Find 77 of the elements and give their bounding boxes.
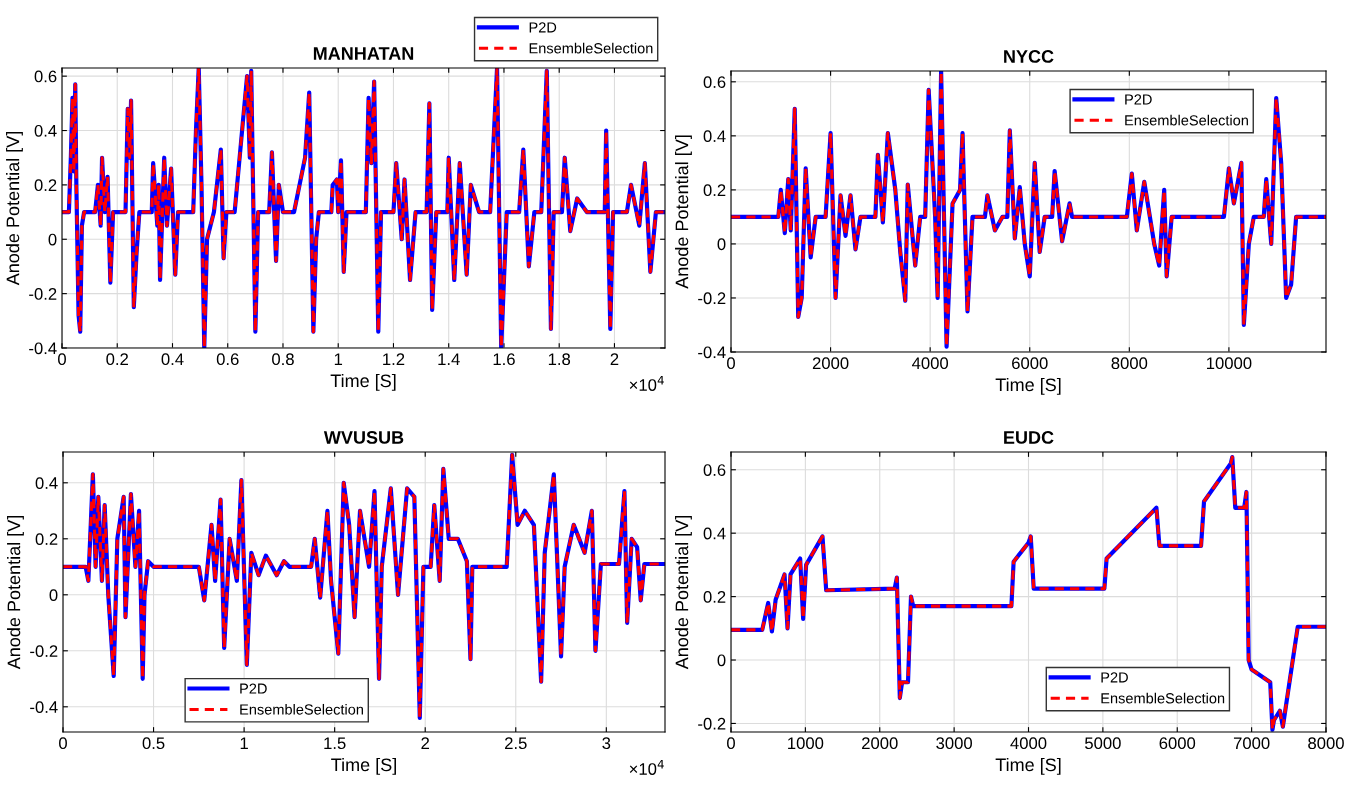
y-axis-title: Anode Potential [V] [6,131,23,286]
x-tick-label: 4000 [1010,737,1047,750]
y-tick-label: -0.2 [30,645,58,657]
y-tick-label: -0.2 [29,288,57,300]
chart-title: NYCC [1004,50,1054,63]
y-tick-label: 0.2 [703,591,726,603]
x-tick-label: 1.5 [324,737,346,750]
x-tick-label: 7000 [1233,737,1270,750]
legend-label: P2D [240,683,267,694]
y-tick-label: 0.4 [703,130,726,143]
y-tick-label: 0 [48,233,57,246]
x-tick-label: 1.2 [383,353,405,365]
legend-label: EnsembleSelection [1101,692,1225,704]
x-tick-label: 3 [602,737,611,750]
x-tick-label: 0 [58,353,66,366]
y-tick-label: -0.2 [698,292,726,305]
x-tick-label: 1000 [788,737,824,750]
y-axis-title: Anode Potential [V] [675,515,692,670]
x-tick-label: 2000 [812,357,849,370]
x-tick-label: 6000 [1012,357,1048,370]
y-tick-label: 0.4 [34,124,57,137]
x-axis-title: Time [S] [331,757,396,775]
y-tick-label: 0.4 [703,527,726,540]
x-tick-label: 1 [334,353,343,365]
x-tick-label: 0.8 [272,353,294,366]
x-tick-label: 0.5 [142,737,165,750]
x-axis-title: Time [S] [995,377,1061,395]
x-tick-label: 0 [727,737,735,750]
x-tick-label: 1 [240,737,248,749]
x-tick-label: 5000 [1085,737,1121,750]
legend-label: EnsembleSelection [240,703,363,715]
y-tick-label: 0.6 [703,464,726,476]
y-tick-label: 0 [717,238,726,251]
chart-title: EUDC [1004,431,1054,444]
x-tick-label: 0 [727,357,735,370]
x-tick-label: 2000 [862,737,898,750]
chart-title: WVUSUB [323,431,404,444]
legend-label: EnsembleSelection [529,42,653,54]
chart-title: MANHATAN [313,47,414,60]
x-tick-label: 0 [59,737,67,750]
x-axis-title: Time [S] [330,373,396,391]
text: ×10$^{4}$ [629,759,664,775]
x-tick-label: 0.4 [161,353,184,366]
x-tick-label: 8000 [1111,357,1148,370]
y-tick-label: 0.6 [34,70,57,83]
y-axis-title: Anode Potential [V] [675,135,692,289]
y-tick-label: 0.4 [35,477,58,489]
y-tick-label: 0.2 [703,184,726,197]
x-tick-label: 2 [610,353,619,365]
y-tick-label: -0.4 [30,701,58,713]
x-tick-label: 1.6 [493,353,515,366]
x-tick-label: 4000 [912,357,949,370]
y-tick-label: 0.6 [703,76,726,89]
legend-label: P2D [1125,94,1152,105]
y-axis-title: Anode Potential [V] [7,515,24,670]
y-tick-label: -0.2 [698,717,726,730]
y-tick-label: 0 [49,589,58,601]
x-tick-label: 3000 [936,737,973,750]
x-tick-label: 2 [421,737,430,749]
y-tick-label: 0 [717,654,726,667]
legend-label: EnsembleSelection [1125,114,1248,126]
legend-label: P2D [1101,672,1128,683]
legend-label: P2D [529,22,557,33]
y-tick-label: 0.2 [34,179,57,192]
x-tick-label: 2.5 [505,737,527,750]
y-tick-label: 0.2 [35,533,58,545]
x-tick-label: 0.6 [216,353,239,366]
x-tick-label: 10000 [1207,357,1252,370]
x-tick-label: 1.4 [438,353,460,365]
x-tick-label: 0.2 [106,353,128,366]
y-tick-label: -0.4 [29,342,57,355]
x-tick-label: 1.8 [548,353,571,366]
x-tick-label: 6000 [1159,737,1196,750]
x-tick-label: 8000 [1308,737,1344,750]
x-axis-title: Time [S] [995,757,1061,775]
text: ×10$^{4}$ [629,375,664,391]
y-tick-label: -0.4 [698,346,726,359]
